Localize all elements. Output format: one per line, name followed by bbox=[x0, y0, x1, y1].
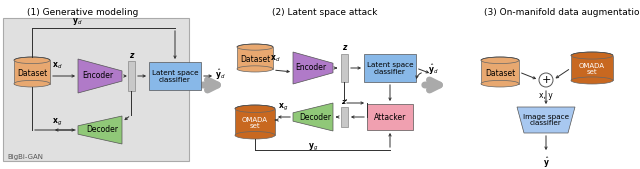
Circle shape bbox=[539, 73, 553, 87]
Text: z': z' bbox=[341, 100, 347, 105]
Text: +: + bbox=[541, 75, 550, 85]
Ellipse shape bbox=[14, 57, 50, 64]
Text: OMADA: OMADA bbox=[579, 63, 605, 69]
Ellipse shape bbox=[237, 66, 273, 72]
Text: classifier: classifier bbox=[530, 120, 562, 126]
Text: Image space: Image space bbox=[523, 114, 569, 120]
Ellipse shape bbox=[14, 80, 50, 87]
FancyBboxPatch shape bbox=[367, 104, 413, 130]
Text: $\hat{\mathbf{y}}_d$: $\hat{\mathbf{y}}_d$ bbox=[215, 68, 225, 82]
FancyBboxPatch shape bbox=[340, 54, 348, 82]
Ellipse shape bbox=[235, 105, 275, 113]
Text: $\hat{\mathbf{y}}_d$: $\hat{\mathbf{y}}_d$ bbox=[428, 63, 438, 77]
Polygon shape bbox=[293, 103, 333, 131]
Text: $\mathbf{x}_d$: $\mathbf{x}_d$ bbox=[270, 54, 280, 64]
Text: $\mathbf{y}_g$: $\mathbf{y}_g$ bbox=[308, 142, 318, 153]
Text: Dataset: Dataset bbox=[17, 68, 47, 78]
FancyBboxPatch shape bbox=[3, 18, 189, 161]
Text: set: set bbox=[250, 123, 260, 129]
Text: (2) Latent space attack: (2) Latent space attack bbox=[272, 8, 378, 17]
Text: $\mathbf{x}_g$: $\mathbf{x}_g$ bbox=[52, 117, 62, 128]
Polygon shape bbox=[481, 60, 519, 84]
Text: $\mathbf{x}_d$: $\mathbf{x}_d$ bbox=[52, 61, 63, 71]
Text: classifier: classifier bbox=[159, 77, 191, 82]
Text: Encoder: Encoder bbox=[296, 64, 326, 73]
FancyBboxPatch shape bbox=[127, 61, 134, 91]
Polygon shape bbox=[78, 59, 122, 93]
Text: Latent space: Latent space bbox=[367, 62, 413, 67]
Text: set: set bbox=[587, 69, 597, 75]
FancyBboxPatch shape bbox=[149, 62, 201, 90]
Ellipse shape bbox=[571, 77, 613, 84]
Polygon shape bbox=[237, 47, 273, 69]
Ellipse shape bbox=[237, 44, 273, 50]
Polygon shape bbox=[571, 56, 613, 80]
Text: OMADA: OMADA bbox=[242, 117, 268, 123]
Polygon shape bbox=[517, 107, 575, 133]
Ellipse shape bbox=[571, 52, 613, 59]
Polygon shape bbox=[78, 116, 122, 144]
FancyBboxPatch shape bbox=[364, 54, 416, 82]
Text: classifier: classifier bbox=[374, 68, 406, 75]
Text: Encoder: Encoder bbox=[82, 71, 113, 80]
Text: (1) Generative modeling: (1) Generative modeling bbox=[28, 8, 139, 17]
Text: Latent space: Latent space bbox=[152, 69, 198, 76]
Text: x, y: x, y bbox=[539, 91, 553, 100]
Text: $\mathbf{x}_g$: $\mathbf{x}_g$ bbox=[278, 102, 288, 113]
Text: z: z bbox=[342, 43, 346, 53]
Text: Decoder: Decoder bbox=[86, 126, 118, 135]
Text: Attacker: Attacker bbox=[374, 113, 406, 122]
Text: BigBi-GAN: BigBi-GAN bbox=[7, 154, 43, 160]
Text: $\mathbf{y}_d$: $\mathbf{y}_d$ bbox=[72, 16, 83, 27]
Polygon shape bbox=[235, 109, 275, 135]
Text: z: z bbox=[129, 51, 133, 59]
Polygon shape bbox=[293, 52, 333, 84]
Ellipse shape bbox=[235, 131, 275, 139]
Text: $\hat{\mathbf{y}}$: $\hat{\mathbf{y}}$ bbox=[543, 156, 549, 169]
Polygon shape bbox=[14, 60, 50, 84]
Text: (3) On-manifold data augmentation: (3) On-manifold data augmentation bbox=[484, 8, 640, 17]
Ellipse shape bbox=[481, 80, 519, 87]
Text: Decoder: Decoder bbox=[299, 113, 331, 122]
Text: Dataset: Dataset bbox=[485, 68, 515, 78]
Ellipse shape bbox=[481, 57, 519, 64]
Text: Dataset: Dataset bbox=[240, 54, 270, 64]
FancyBboxPatch shape bbox=[340, 107, 348, 127]
